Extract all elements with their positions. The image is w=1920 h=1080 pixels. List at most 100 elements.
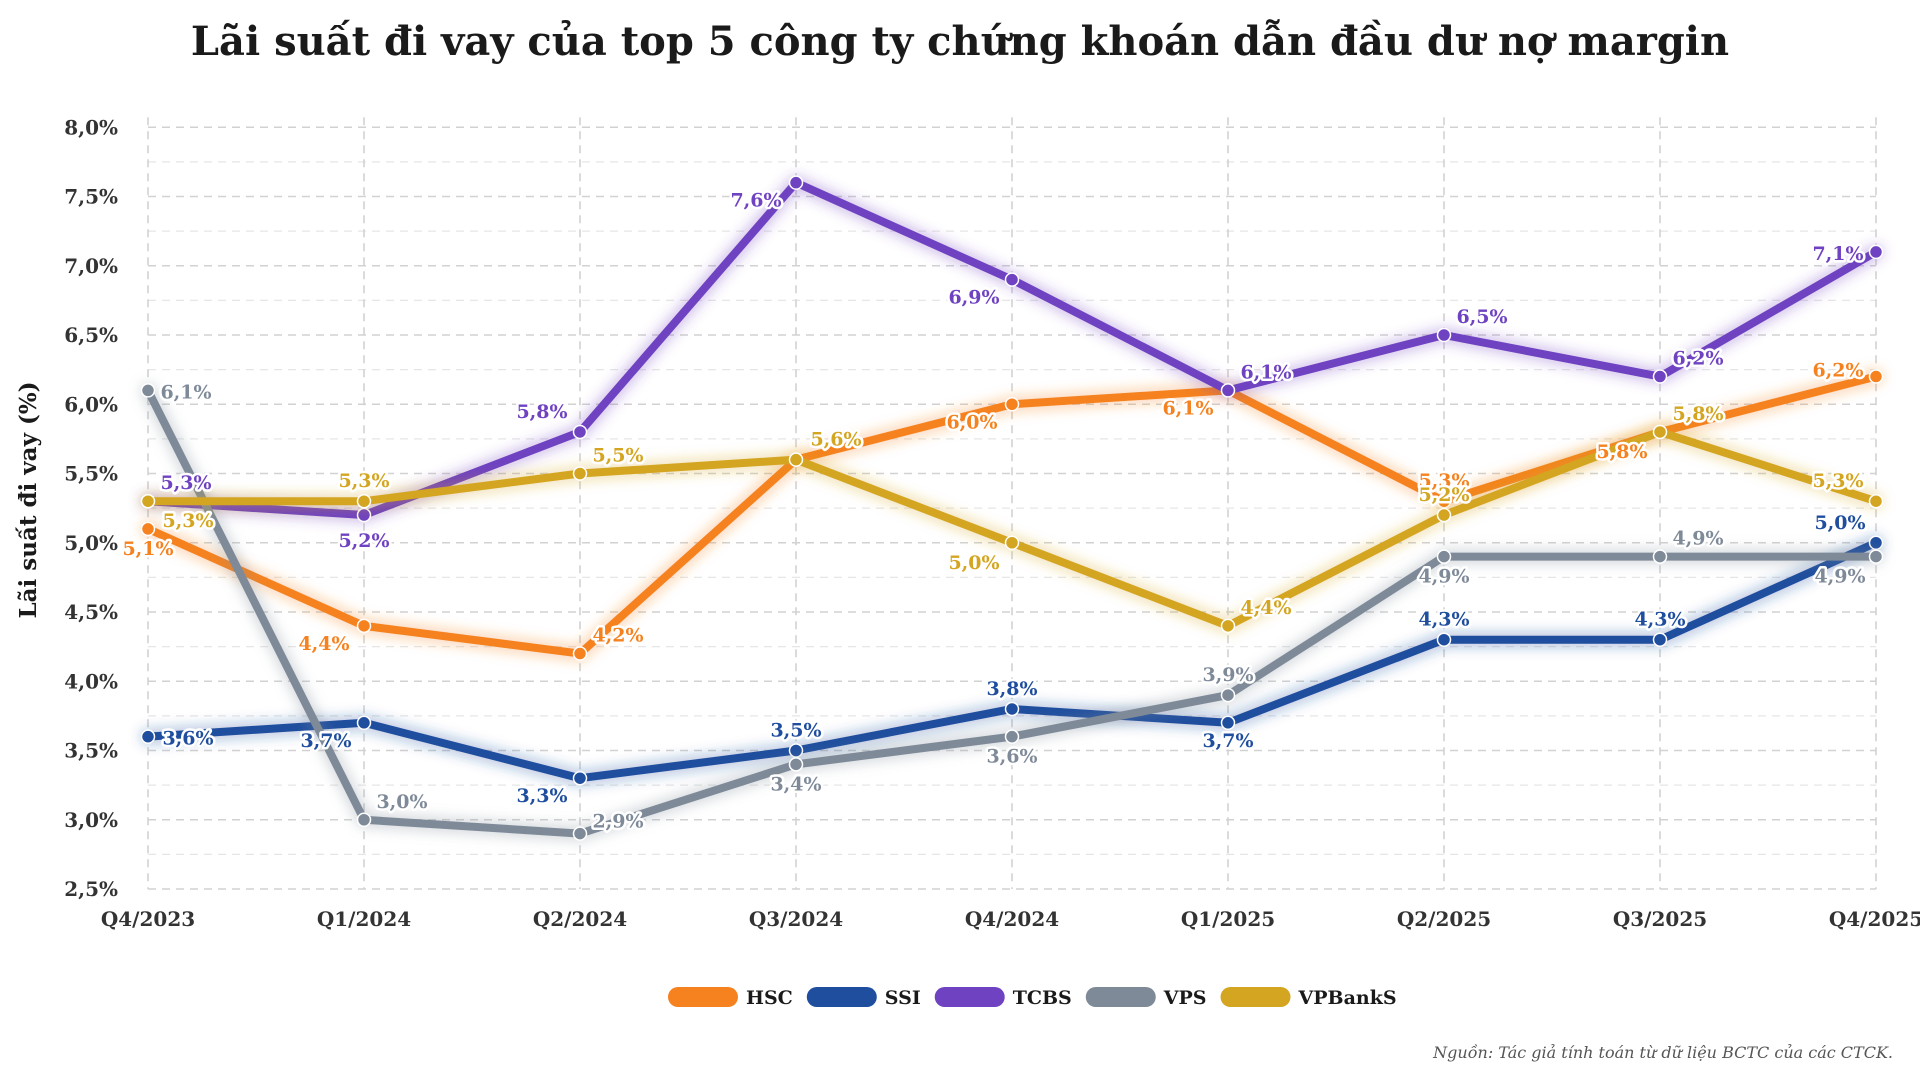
data-point-vps xyxy=(140,383,156,398)
legend: HSC SSI TCBS VPS VPBankS xyxy=(668,987,1397,1009)
data-label-tcbs: 7,1% xyxy=(1812,243,1863,265)
x-tick-label: Q3/2025 xyxy=(1613,907,1707,931)
data-point-hsc xyxy=(572,646,588,661)
data-label-ssi: 3,6% xyxy=(162,728,213,750)
data-label-tcbs: 5,2% xyxy=(338,530,389,552)
data-label-hsc: 5,8% xyxy=(1596,441,1647,463)
legend-swatch-ssi xyxy=(806,987,877,1007)
data-label-tcbs: 5,8% xyxy=(516,401,567,423)
data-label-hsc: 6,0% xyxy=(946,411,997,433)
data-label-hsc: 5,1% xyxy=(122,538,173,560)
data-label-tcbs: 7,6% xyxy=(730,190,781,212)
data-label-ssi: 3,7% xyxy=(1202,730,1253,752)
data-label-hsc: 6,2% xyxy=(1812,360,1863,382)
data-point-tcbs xyxy=(1868,244,1884,260)
data-point-ssi xyxy=(1220,715,1236,731)
data-label-vps: 4,9% xyxy=(1418,566,1469,588)
x-tick-label: Q4/2024 xyxy=(965,907,1059,931)
x-axis-ticks: Q4/2023 Q1/2024 Q2/2024 Q3/2024 Q4/2024 Q1/20… xyxy=(101,907,1920,931)
data-point-vpbanks xyxy=(1436,507,1452,523)
y-tick-label: 8,0% xyxy=(64,115,118,139)
y-tick-label: 7,5% xyxy=(64,185,118,209)
x-tick-label: Q2/2025 xyxy=(1397,907,1491,931)
data-label-vps: 6,1% xyxy=(160,381,211,403)
data-point-hsc xyxy=(140,521,156,537)
data-label-tcbs: 6,9% xyxy=(948,287,999,309)
data-point-vps xyxy=(572,826,588,841)
legend-label-vps: VPS xyxy=(1163,987,1207,1009)
data-label-vpbanks: 5,0% xyxy=(948,552,999,574)
data-label-vpbanks: 5,2% xyxy=(1418,484,1469,506)
data-label-hsc: 4,2% xyxy=(592,625,643,647)
data-point-tcbs xyxy=(1436,327,1452,343)
data-point-vpbanks xyxy=(356,493,372,509)
data-point-vpbanks xyxy=(572,466,588,481)
data-label-vps: 4,9% xyxy=(1672,528,1723,550)
data-point-tcbs xyxy=(788,175,804,190)
data-point-vpbanks xyxy=(1652,424,1668,440)
data-point-vps xyxy=(788,757,804,772)
legend-label-ssi: SSI xyxy=(885,987,921,1009)
data-label-vpbanks: 5,6% xyxy=(810,429,861,451)
data-point-hsc xyxy=(356,618,372,634)
data-label-vps: 3,0% xyxy=(376,791,427,813)
data-label-tcbs: 6,2% xyxy=(1672,348,1723,370)
data-label-tcbs: 5,3% xyxy=(160,472,211,494)
y-tick-label: 4,0% xyxy=(64,669,118,693)
data-label-ssi: 5,0% xyxy=(1814,512,1865,534)
data-point-ssi xyxy=(1004,701,1020,717)
data-label-vps: 3,9% xyxy=(1202,664,1253,686)
series-lines xyxy=(140,174,1884,842)
data-point-tcbs xyxy=(1220,383,1236,398)
x-tick-label: Q4/2023 xyxy=(101,907,195,931)
y-tick-label: 3,5% xyxy=(64,739,118,763)
data-label-vpbanks: 5,3% xyxy=(162,510,213,532)
legend-swatch-vpbanks xyxy=(1220,987,1291,1007)
x-tick-label: Q1/2025 xyxy=(1181,907,1275,931)
data-label-vps: 4,9% xyxy=(1814,566,1865,588)
data-label-ssi: 3,8% xyxy=(986,678,1037,700)
data-label-vpbanks: 4,4% xyxy=(1240,597,1291,619)
data-point-vps xyxy=(356,812,372,827)
data-point-vpbanks xyxy=(140,493,156,509)
data-point-vpbanks xyxy=(788,452,804,467)
legend-label-vpbanks: VPBankS xyxy=(1298,987,1397,1009)
y-tick-label: 7,0% xyxy=(64,254,118,278)
y-tick-label: 5,5% xyxy=(64,462,118,486)
y-tick-label: 3,0% xyxy=(64,808,118,832)
data-point-vpbanks xyxy=(1868,493,1884,509)
data-label-vpbanks: 5,3% xyxy=(338,470,389,492)
chart-title: Lãi suất đi vay của top 5 công ty chứng … xyxy=(191,18,1729,65)
data-point-vps xyxy=(1436,549,1452,564)
data-point-tcbs xyxy=(1652,369,1668,384)
y-axis-ticks: 2,5% 3,0% 3,5% 4,0% 4,5% 5,0% 5,5% 6,0% 6,5% 7,0%… xyxy=(64,115,118,901)
data-point-ssi xyxy=(1652,632,1668,647)
data-point-vps xyxy=(1652,549,1668,564)
data-point-tcbs xyxy=(1004,272,1020,287)
legend-swatch-vps xyxy=(1085,987,1156,1007)
source-note: Nguồn: Tác giả tính toán từ dữ liệu BCTC… xyxy=(1432,1043,1893,1062)
data-point-hsc xyxy=(1004,397,1020,412)
y-tick-label: 6,5% xyxy=(64,323,118,347)
data-label-hsc: 6,1% xyxy=(1162,397,1213,419)
y-tick-label: 4,5% xyxy=(64,600,118,624)
data-label-hsc: 4,4% xyxy=(298,633,349,655)
y-axis-label: Lãi suất đi vay (%) xyxy=(15,381,42,618)
data-label-vpbanks: 5,8% xyxy=(1672,403,1723,425)
data-label-ssi: 4,3% xyxy=(1418,609,1469,631)
data-label-vps: 2,9% xyxy=(592,811,643,833)
data-label-ssi: 4,3% xyxy=(1634,609,1685,631)
data-label-ssi: 3,3% xyxy=(516,785,567,807)
data-label-ssi: 3,5% xyxy=(770,720,821,742)
data-point-ssi xyxy=(356,715,372,731)
data-label-vps: 3,4% xyxy=(770,773,821,795)
x-tick-label: Q4/2025 xyxy=(1829,907,1920,931)
data-point-vpbanks xyxy=(1220,618,1236,634)
data-point-ssi xyxy=(1436,632,1452,647)
x-tick-label: Q2/2024 xyxy=(533,907,627,931)
legend-label-hsc: HSC xyxy=(746,987,793,1009)
legend-swatch-hsc xyxy=(668,987,738,1007)
x-tick-label: Q3/2024 xyxy=(749,907,843,931)
data-point-vps xyxy=(1004,729,1020,744)
data-point-ssi xyxy=(140,729,156,744)
